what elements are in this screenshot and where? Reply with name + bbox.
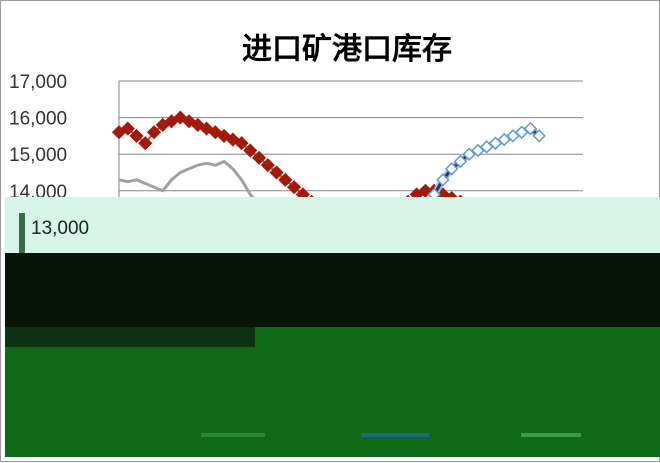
- series-point: [278, 172, 293, 187]
- series-point: [488, 136, 503, 150]
- mint-band: [5, 197, 660, 255]
- series-point: [129, 128, 144, 143]
- series-point: [453, 154, 468, 169]
- series-point: [506, 129, 520, 143]
- chart-title: 进口矿港口库存: [242, 32, 452, 67]
- series-point: [146, 125, 162, 140]
- series-point: [436, 173, 450, 187]
- series-point: [462, 147, 476, 161]
- series-point: [532, 129, 546, 143]
- series-point: [269, 165, 284, 180]
- series-point: [514, 125, 529, 139]
- glitch-bottom-3: [521, 433, 581, 437]
- glitch-bottom-1: [201, 433, 265, 437]
- y-tick-label: 17,000: [9, 72, 67, 93]
- series-point: [444, 162, 459, 176]
- series-point: [234, 136, 249, 151]
- series-point: [479, 140, 494, 154]
- series-point: [252, 150, 267, 165]
- dark-band: [5, 253, 660, 327]
- y-tick-label: 16,000: [9, 109, 67, 130]
- series-point: [497, 132, 511, 147]
- series-point: [523, 121, 538, 136]
- y-tick-label: 15,000: [9, 145, 67, 166]
- band-left-bar: [19, 213, 25, 273]
- series-point: [471, 143, 485, 158]
- glitch-bottom-2: [361, 433, 429, 437]
- series-point: [287, 180, 302, 195]
- series-point: [138, 136, 153, 151]
- series-point: [260, 158, 275, 173]
- series-point: [243, 143, 258, 158]
- overlay-layer: 13,000: [5, 197, 660, 457]
- glitch-strip: [5, 327, 255, 347]
- band-tick-label: 13,000: [31, 218, 89, 239]
